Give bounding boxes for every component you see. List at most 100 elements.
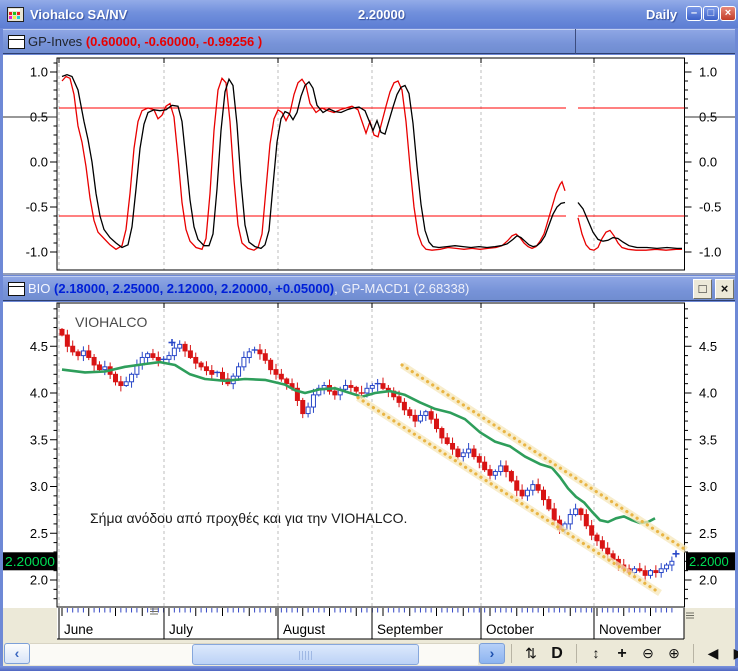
zoom-in-icon[interactable]: ⊕ xyxy=(668,645,680,661)
candle-body xyxy=(118,381,124,387)
scroll-right-button[interactable]: › xyxy=(479,643,505,664)
candle-body xyxy=(145,353,151,358)
close-button[interactable]: × xyxy=(720,6,736,21)
y-axis-label: 2.5 xyxy=(699,526,717,541)
candle xyxy=(466,443,472,459)
candle xyxy=(294,382,300,407)
candle xyxy=(450,437,456,456)
candle xyxy=(524,487,530,501)
expert-annotation: Σήμα ανόδου από προχθές και για την VIOH… xyxy=(90,510,407,526)
candle xyxy=(251,346,258,354)
app-icon-pixel xyxy=(9,15,12,19)
candle-body xyxy=(177,343,183,349)
panel-close-button[interactable]: × xyxy=(715,279,734,299)
prev-icon[interactable]: ◀ xyxy=(707,645,719,661)
candle-body xyxy=(187,350,193,358)
window-title: Viohalco SA/NV xyxy=(30,6,128,22)
candle-body xyxy=(348,385,354,388)
candle-body xyxy=(198,362,204,368)
candle-body xyxy=(487,469,493,476)
chart-toolbar: ⇅D↕+⊖⊕◀▶▤ xyxy=(505,641,738,666)
candle xyxy=(123,376,129,387)
candle-body xyxy=(508,471,514,482)
y-axis-label: 3.0 xyxy=(699,479,717,494)
candle xyxy=(492,469,498,480)
pan-icon[interactable]: + xyxy=(617,645,627,662)
trendline-dotted xyxy=(400,363,688,552)
candle xyxy=(637,562,643,573)
candle xyxy=(203,361,209,376)
candle-body xyxy=(637,568,643,572)
candle xyxy=(86,344,92,361)
scrollbar-thumb[interactable] xyxy=(192,643,419,665)
scroll-left-button[interactable]: ‹ xyxy=(4,643,30,664)
candle-body xyxy=(439,428,445,439)
periodicity-daily-icon[interactable]: D xyxy=(551,645,563,662)
candle xyxy=(664,562,670,572)
price-label-left: 2.20000 xyxy=(5,554,55,569)
app-icon-pixel xyxy=(13,11,16,15)
candle xyxy=(91,354,97,372)
zoom-out-icon[interactable]: ⊖ xyxy=(642,645,654,661)
app-icon[interactable] xyxy=(7,6,24,22)
candle xyxy=(460,448,466,462)
candle-body xyxy=(364,387,370,394)
maximize-button[interactable]: □ xyxy=(703,6,719,21)
candle xyxy=(412,409,418,428)
y-axis-label: 4.0 xyxy=(699,386,717,401)
xaxis-background xyxy=(57,608,684,639)
y-axis-label: 0.0 xyxy=(699,155,717,170)
candle-body xyxy=(546,499,552,510)
candle xyxy=(64,329,70,353)
candle xyxy=(653,565,659,578)
comma: , xyxy=(334,281,342,296)
refresh-icon[interactable]: ⇅ xyxy=(525,645,537,661)
y-axis-label: 4.0 xyxy=(30,386,48,401)
month-label: November xyxy=(599,622,662,637)
price-plot[interactable]: 2.0 2.0 2.5 2.5 3.0 3.0 3.5 3.5 4.0 4.0 4.5 4.5 VIOH… xyxy=(0,302,738,608)
panel-maximize-button[interactable]: □ xyxy=(693,279,712,299)
candle-body xyxy=(492,471,498,476)
oscillator-plot[interactable]: -1.0 -1.0-0.5 -0.50.0 0.00.5 0.51.0 1.0 xyxy=(0,55,738,275)
fit-vertical-icon[interactable]: ↕ xyxy=(592,645,600,661)
candle-body xyxy=(423,411,429,416)
candle xyxy=(310,388,316,413)
y-axis-label: 3.0 xyxy=(30,479,48,494)
candle xyxy=(150,348,156,361)
candle-body xyxy=(428,411,434,420)
xaxis-strip[interactable]: June July August September October November xyxy=(0,608,738,641)
minimize-button[interactable]: – xyxy=(686,6,702,21)
candle-body xyxy=(332,390,338,396)
candle-body xyxy=(300,399,306,415)
candle xyxy=(96,361,102,373)
candle xyxy=(193,352,199,370)
candle-body xyxy=(434,418,439,430)
indicator-panel-header[interactable]: GP-Inves (0.60000, -0.60000, -0.99256 ) … xyxy=(3,29,735,81)
macd-value: (2.68338) xyxy=(413,281,470,296)
candle-body xyxy=(220,371,225,380)
candle-body xyxy=(535,484,541,491)
price-panel-header[interactable]: BIO (2.18000, 2.25000, 2.12000, 2.20000,… xyxy=(3,276,735,301)
candle-body xyxy=(466,448,472,454)
candle-body xyxy=(503,465,509,473)
panel-window-icon[interactable] xyxy=(8,281,25,296)
panel-window-icon[interactable] xyxy=(8,34,25,49)
candle xyxy=(268,357,274,375)
candle-body xyxy=(498,465,504,473)
toolbar-separator xyxy=(576,644,577,663)
app-icon-pixel xyxy=(13,15,16,19)
candle xyxy=(589,520,595,541)
candle-body xyxy=(648,570,653,576)
candle xyxy=(578,507,584,521)
next-icon[interactable]: ▶ xyxy=(726,643,738,664)
candle xyxy=(546,496,552,512)
scrollbar-track[interactable] xyxy=(30,642,478,665)
candle xyxy=(241,351,247,371)
candle-body xyxy=(669,560,675,566)
candle xyxy=(482,456,488,472)
candle-body xyxy=(599,540,605,549)
title-bar[interactable]: Viohalco SA/NV 2.20000 Daily – □ × xyxy=(0,0,738,28)
candle-body xyxy=(113,373,118,383)
candle xyxy=(599,536,605,552)
